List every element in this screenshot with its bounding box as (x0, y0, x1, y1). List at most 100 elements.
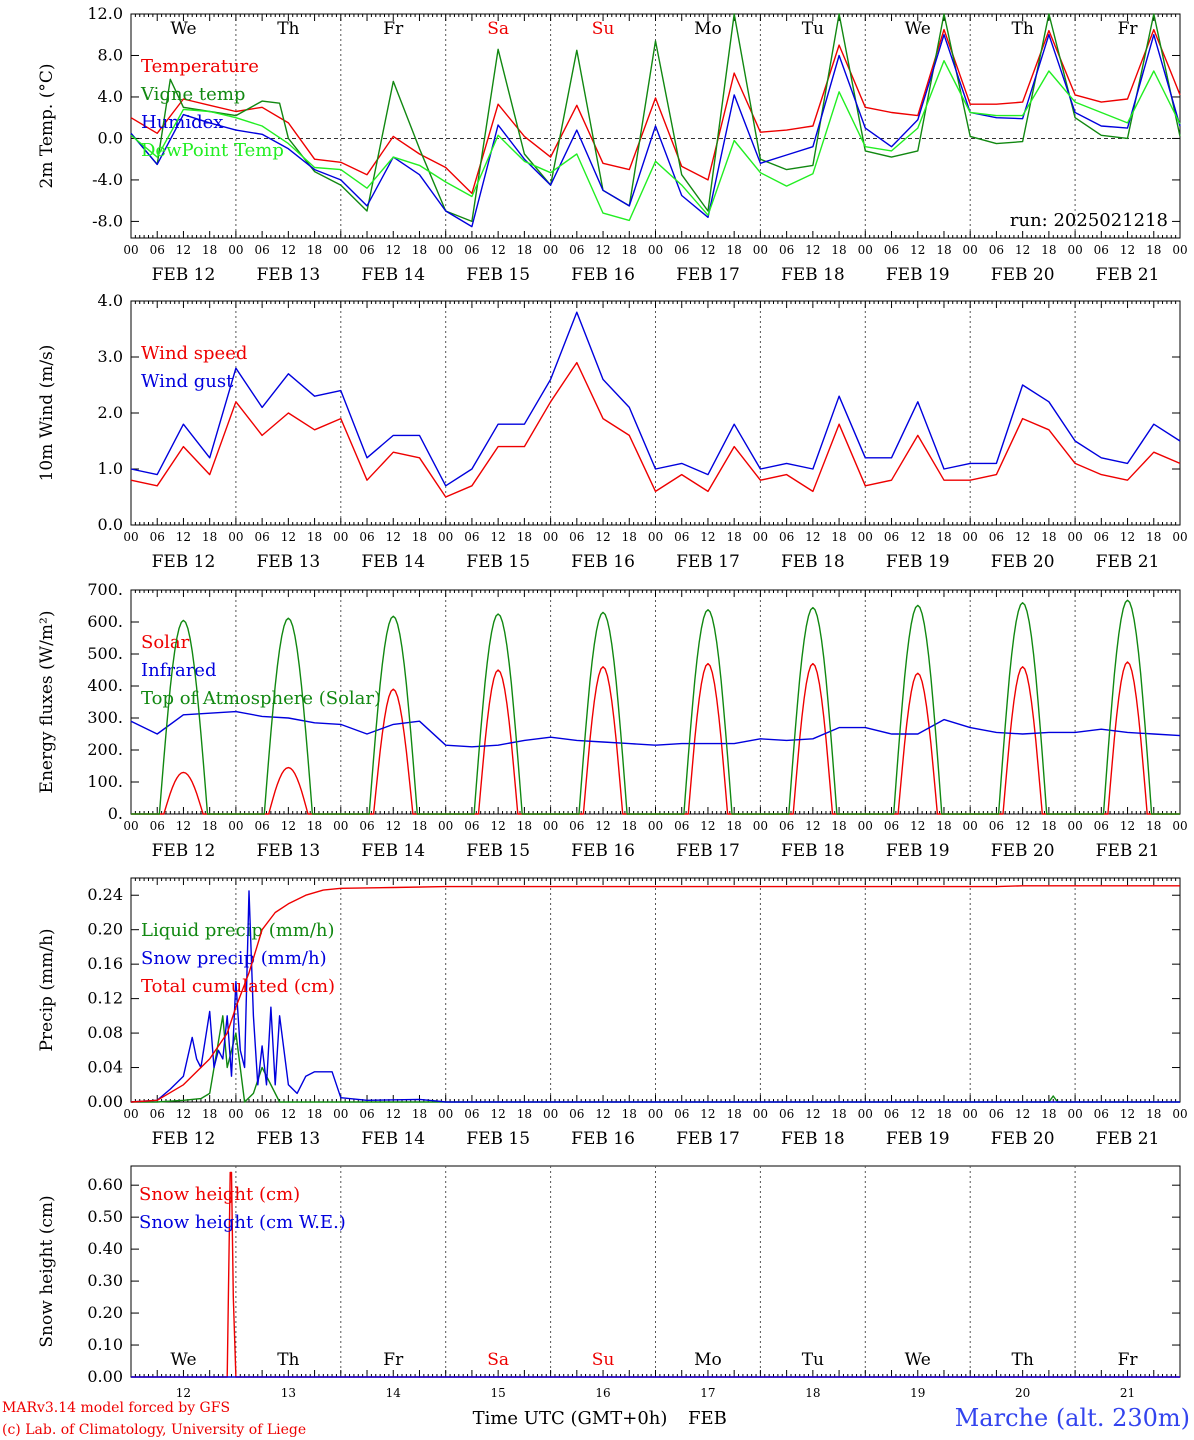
hour-tick-label: 00 (543, 819, 558, 833)
legend-entry: Liquid precip (mm/h) (141, 920, 335, 941)
hour-tick-label: 06 (359, 1107, 374, 1121)
hour-tick-label: 06 (464, 1107, 479, 1121)
series-line-wind-gust (130, 311, 1181, 487)
hour-tick-label: 06 (254, 819, 269, 833)
date-label: FEB 20 (991, 841, 1055, 861)
panel-3: 0. 100. 200. 300. 400. 500. 600. 700. Energy flu… (37, 580, 1188, 861)
day-number-label: 15 (491, 1386, 506, 1400)
hour-tick-label: 18 (727, 1107, 742, 1121)
hour-tick-label: 06 (150, 1107, 165, 1121)
hour-tick-label: 18 (517, 530, 532, 544)
hour-tick-label: 00 (1067, 243, 1082, 257)
hour-tick-label: 12 (491, 819, 506, 833)
panel-2: 0.0 1.0 2.0 3.0 4.0 10m Wind (m/s) 00 06 12 18 FEB… (37, 291, 1188, 572)
date-label: FEB 16 (571, 1129, 635, 1149)
day-name-label: Sa (487, 1350, 509, 1370)
date-label: FEB 17 (676, 552, 740, 572)
y-tick-label: -4.0 (92, 170, 123, 189)
x-axis-month: FEB (688, 1408, 727, 1429)
hour-tick-label: 06 (359, 243, 374, 257)
hour-tick-label: 00 (753, 1107, 768, 1121)
date-label: FEB 20 (991, 1129, 1055, 1149)
y-tick-label: 0.04 (87, 1058, 123, 1077)
hour-tick-label: 12 (700, 819, 715, 833)
legend-entry: Wind gust (141, 371, 234, 392)
hour-tick-label: 00 (858, 819, 873, 833)
date-label: FEB 13 (256, 1129, 320, 1149)
hour-tick-label: 18 (1041, 1107, 1056, 1121)
hour-tick-label: 00 (123, 243, 138, 257)
y-tick-label: 0.00 (87, 1367, 123, 1386)
y-tick-label: 0.20 (87, 1303, 123, 1322)
hour-tick-label: 00 (228, 1107, 243, 1121)
y-tick-label: 0.12 (87, 989, 123, 1008)
y-tick-label: 12.0 (87, 4, 123, 23)
hour-tick-label: 12 (386, 819, 401, 833)
y-tick-label: 0.40 (87, 1239, 123, 1258)
hour-tick-label: 18 (831, 530, 846, 544)
hour-tick-label: 18 (1146, 243, 1161, 257)
date-label: FEB 20 (991, 552, 1055, 572)
hour-tick-label: 06 (884, 243, 899, 257)
hour-tick-label: 12 (910, 243, 925, 257)
y-tick-label: 200. (87, 740, 123, 759)
hour-tick-label: 18 (831, 819, 846, 833)
panel-1: -8.0 -4.0 0.0 4.0 8.0 12.0 2m Temp. (°C) 00 06 12… (37, 4, 1188, 285)
hour-tick-label: 12 (805, 530, 820, 544)
y-tick-label: 3.0 (98, 347, 123, 366)
y-tick-label: 0.20 (87, 920, 123, 939)
y-tick-label: -8.0 (92, 211, 123, 230)
x-axis-title: Time UTC (GMT+0h) (473, 1408, 668, 1429)
hour-tick-label: 00 (1067, 1107, 1082, 1121)
hour-tick-label: 12 (491, 530, 506, 544)
day-number-label: 21 (1120, 1386, 1135, 1400)
date-label: FEB 13 (256, 552, 320, 572)
hour-tick-label: 06 (989, 1107, 1004, 1121)
hour-tick-label: 00 (333, 530, 348, 544)
day-name-label: We (905, 1350, 931, 1370)
hour-tick-label: 18 (202, 1107, 217, 1121)
day-name-label: We (905, 19, 931, 39)
hour-tick-label: 06 (989, 243, 1004, 257)
date-label: FEB 14 (361, 265, 425, 285)
hour-tick-label: 12 (491, 243, 506, 257)
hour-tick-label: 12 (595, 530, 610, 544)
legend-entry: Temperature (141, 56, 259, 77)
hour-tick-label: 18 (412, 243, 427, 257)
day-number-label: 12 (176, 1386, 191, 1400)
hour-tick-label: 06 (779, 530, 794, 544)
hour-tick-label: 18 (727, 819, 742, 833)
hour-tick-label: 18 (622, 1107, 637, 1121)
hour-tick-label: 06 (674, 1107, 689, 1121)
hour-tick-label: 18 (517, 819, 532, 833)
hour-tick-label: 06 (674, 819, 689, 833)
hour-tick-label: 12 (595, 1107, 610, 1121)
date-label: FEB 14 (361, 552, 425, 572)
hour-tick-label: 06 (779, 243, 794, 257)
hour-tick-label: 06 (464, 819, 479, 833)
hour-tick-label: 12 (805, 243, 820, 257)
date-label: FEB 18 (781, 841, 845, 861)
y-tick-label: 400. (87, 676, 123, 695)
date-label: FEB 17 (676, 841, 740, 861)
y-axis-title: Precip (mm/h) (37, 928, 57, 1051)
hour-tick-label: 06 (884, 819, 899, 833)
hour-tick-label: 06 (569, 819, 584, 833)
date-label: FEB 21 (1096, 841, 1160, 861)
hour-tick-label: 00 (543, 1107, 558, 1121)
day-number-label: 17 (700, 1386, 715, 1400)
hour-tick-label: 06 (674, 530, 689, 544)
y-tick-label: 0.16 (87, 954, 123, 973)
day-name-label: Fr (1118, 1350, 1139, 1370)
day-name-label: Fr (1118, 19, 1139, 39)
hour-tick-label: 18 (936, 1107, 951, 1121)
hour-tick-label: 12 (805, 1107, 820, 1121)
y-tick-label: 0.50 (87, 1207, 123, 1226)
y-tick-label: 500. (87, 644, 123, 663)
hour-tick-label: 00 (543, 243, 558, 257)
hour-tick-label: 18 (831, 243, 846, 257)
date-label: FEB 21 (1096, 1129, 1160, 1149)
day-number-label: 16 (595, 1386, 610, 1400)
hour-tick-label: 18 (727, 243, 742, 257)
legend-entry: Infrared (141, 660, 216, 681)
